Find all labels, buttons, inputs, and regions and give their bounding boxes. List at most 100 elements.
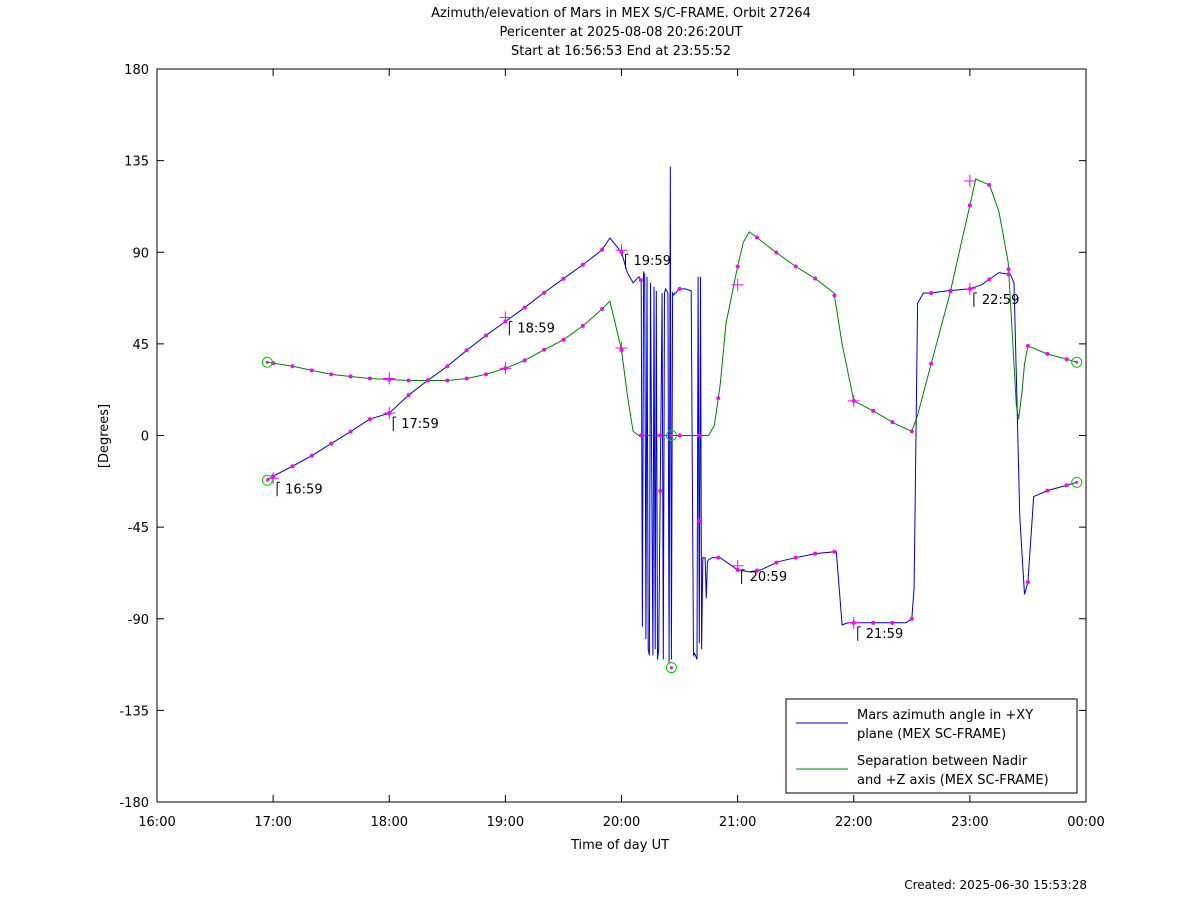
series-dot — [774, 560, 779, 565]
series-dot — [987, 182, 992, 187]
series-dot — [1045, 488, 1050, 493]
series-dot — [1025, 343, 1030, 348]
annotation-label: 20:59 — [750, 570, 787, 585]
circle-marker-center — [1075, 480, 1079, 484]
series-line-1 — [267, 166, 1077, 664]
series-dot — [929, 361, 934, 366]
series-dot — [638, 278, 643, 283]
annotation-label: 17:59 — [401, 417, 438, 432]
y-tick-label: 90 — [132, 246, 149, 261]
series-dot — [542, 290, 547, 295]
y-tick-label: -90 — [128, 613, 149, 628]
chart-title-line: Azimuth/elevation of Mars in MEX S/C-FRA… — [431, 6, 811, 21]
series-dot — [832, 293, 837, 298]
series-dot — [406, 393, 411, 398]
circle-marker-center — [669, 666, 673, 670]
series-dot — [329, 441, 334, 446]
series-dot — [967, 203, 972, 208]
circle-marker — [261, 474, 273, 486]
series-dot — [329, 372, 334, 377]
y-tick-label: 0 — [141, 430, 149, 445]
y-tick-label: 180 — [124, 63, 149, 78]
series-dot — [367, 376, 372, 381]
circle-marker — [1071, 476, 1083, 488]
series-dot — [677, 286, 682, 291]
plot-frame — [156, 68, 1087, 803]
circle-marker — [665, 430, 677, 441]
series-dot — [716, 396, 721, 401]
series-dot — [290, 464, 295, 469]
annotations: 16:59 17:59 18:59 19:59 20:59 21:59 22:59 — [276, 253, 1019, 642]
legend-entry-1: Mars azimuth angle in +XY — [857, 708, 1033, 723]
series-dot — [716, 555, 721, 560]
x-tick-label: 16:00 — [138, 815, 175, 830]
series-dot — [890, 620, 895, 625]
legend: Mars azimuth angle in +XY plane (MEX SC-F… — [785, 698, 1078, 794]
annotation-label: 21:59 — [866, 627, 903, 642]
circle-marker-center — [1075, 360, 1079, 364]
series-dot — [464, 348, 469, 353]
circle-marker-center — [265, 478, 269, 482]
series-dot — [696, 519, 701, 524]
legend-entry-2: Separation between Nadir — [857, 754, 1028, 769]
y-axis: 180 135 90 45 0 -45 -90 -135 -180 — [119, 63, 1086, 811]
x-tick-label: 00:00 — [1067, 815, 1104, 830]
series-dot — [348, 374, 353, 379]
series-dot — [600, 247, 605, 252]
annotation-label: 18:59 — [517, 321, 554, 336]
series-dot — [484, 333, 489, 338]
circle-markers — [261, 356, 1083, 674]
x-tick-label: 20:00 — [603, 815, 640, 830]
series-dot — [987, 277, 992, 282]
series-dot — [871, 408, 876, 413]
series-dot — [309, 453, 314, 458]
series-dot — [658, 488, 663, 493]
series-dot — [832, 549, 837, 554]
series-dot — [696, 433, 701, 438]
circle-marker — [1071, 356, 1083, 368]
series-dot — [484, 372, 489, 377]
y-axis-label: [Degrees] — [97, 404, 112, 468]
series-dot — [754, 235, 759, 240]
circle-marker — [261, 356, 273, 368]
x-axis-label: Time of day UT — [570, 838, 669, 853]
series-dot — [309, 368, 314, 373]
annotation-label: 19:59 — [634, 254, 671, 269]
series-dot — [813, 551, 818, 556]
series-dot — [561, 337, 566, 342]
series-dot — [580, 262, 585, 267]
series-dot — [464, 376, 469, 381]
series-dot — [677, 433, 682, 438]
series-dot — [909, 616, 914, 621]
created-timestamp: Created: 2025-06-30 15:53:28 — [904, 878, 1087, 892]
chart-title: Azimuth/elevation of Mars in MEX S/C-FRA… — [431, 6, 811, 59]
chart-title-line: Pericenter at 2025-08-08 20:26:20UT — [499, 25, 742, 40]
series-lines — [267, 166, 1077, 664]
series-dot — [909, 429, 914, 434]
cross-markers — [267, 174, 976, 629]
legend-box — [785, 698, 1078, 794]
series-dot — [890, 420, 895, 425]
series-dot — [754, 568, 759, 573]
series-dot — [1064, 357, 1069, 362]
x-tick-label: 23:00 — [951, 815, 988, 830]
series-dot — [1006, 267, 1011, 272]
y-tick-label: -180 — [119, 796, 149, 811]
series-dot — [793, 555, 798, 560]
y-tick-label: -135 — [119, 704, 149, 719]
series-dot — [638, 433, 643, 438]
series-dot — [406, 378, 411, 383]
series-dot — [367, 417, 372, 422]
series-dot — [522, 358, 527, 363]
series-dot — [948, 289, 953, 294]
series-dot — [561, 276, 566, 281]
series-dot — [793, 264, 798, 269]
circle-marker-center — [669, 434, 673, 437]
y-tick-label: 45 — [132, 338, 149, 353]
series-dot — [1064, 483, 1069, 488]
series-dot — [348, 429, 353, 434]
series-dot — [871, 620, 876, 625]
y-tick-label: 135 — [124, 155, 149, 170]
series-dot — [600, 306, 605, 311]
